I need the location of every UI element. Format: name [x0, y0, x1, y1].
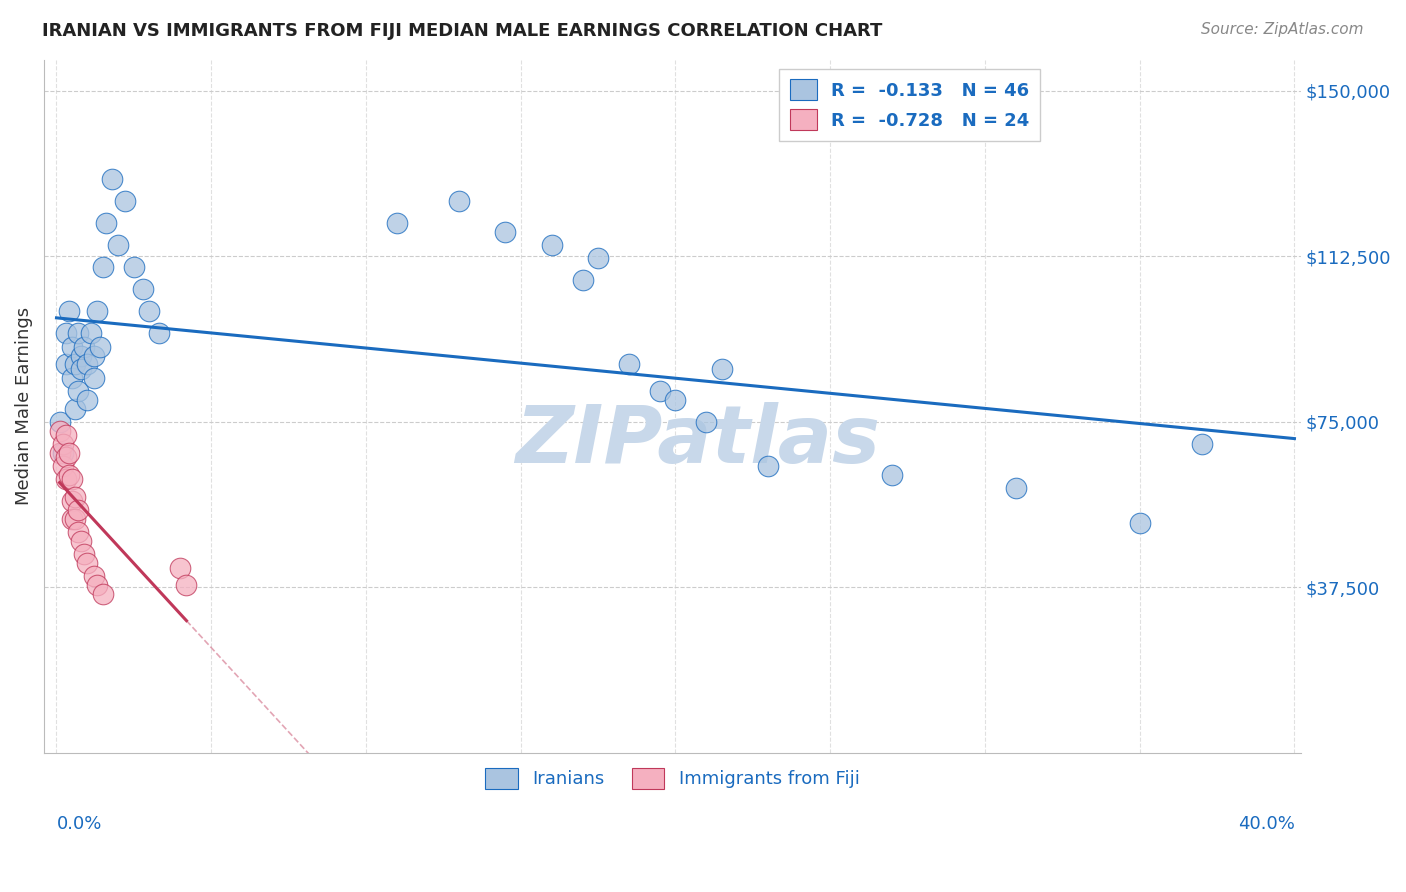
Point: [60, 512, 83, 526]
Point: [107, 238, 129, 252]
Point: [79, 326, 101, 341]
Point: [101, 172, 124, 186]
Point: [1005, 481, 1028, 495]
Point: [60, 340, 83, 354]
Point: [70, 349, 93, 363]
Point: [1129, 516, 1152, 531]
Point: [94, 216, 117, 230]
Point: [540, 238, 562, 252]
Point: [67, 384, 90, 398]
Point: [60, 370, 83, 384]
Point: [48, 424, 70, 438]
Point: [571, 273, 593, 287]
Point: [756, 458, 779, 473]
Legend: Iranians, Immigrants from Fiji: Iranians, Immigrants from Fiji: [478, 761, 866, 797]
Point: [648, 384, 671, 398]
Point: [617, 358, 640, 372]
Point: [83, 370, 105, 384]
Point: [55, 358, 77, 372]
Point: [52, 437, 75, 451]
Point: [70, 534, 93, 549]
Text: Source: ZipAtlas.com: Source: ZipAtlas.com: [1201, 22, 1364, 37]
Point: [122, 260, 145, 275]
Text: 0.0%: 0.0%: [56, 815, 101, 833]
Point: [882, 467, 904, 482]
Point: [148, 326, 170, 341]
Point: [76, 556, 98, 570]
Point: [710, 361, 733, 376]
Point: [70, 361, 93, 376]
Point: [664, 392, 686, 407]
Text: 40.0%: 40.0%: [1237, 815, 1295, 833]
Point: [73, 547, 96, 561]
Point: [385, 216, 408, 230]
Point: [176, 578, 198, 592]
Point: [48, 446, 70, 460]
Point: [91, 587, 114, 601]
Point: [55, 450, 77, 465]
Point: [83, 569, 105, 583]
Point: [494, 225, 516, 239]
Text: ZIPatlas: ZIPatlas: [515, 402, 880, 480]
Point: [55, 326, 77, 341]
Point: [83, 349, 105, 363]
Point: [67, 525, 90, 540]
Point: [114, 194, 136, 208]
Point: [67, 326, 90, 341]
Point: [63, 512, 86, 526]
Point: [67, 503, 90, 517]
Point: [132, 282, 155, 296]
Point: [55, 428, 77, 442]
Point: [60, 494, 83, 508]
Point: [60, 472, 83, 486]
Point: [86, 304, 108, 318]
Point: [52, 458, 75, 473]
Point: [58, 304, 80, 318]
Point: [73, 340, 96, 354]
Point: [76, 358, 98, 372]
Point: [63, 358, 86, 372]
Y-axis label: Median Male Earnings: Median Male Earnings: [15, 308, 32, 506]
Point: [58, 446, 80, 460]
Point: [138, 304, 160, 318]
Point: [1191, 437, 1213, 451]
Point: [447, 194, 470, 208]
Point: [55, 472, 77, 486]
Point: [52, 446, 75, 460]
Point: [63, 401, 86, 416]
Point: [89, 340, 111, 354]
Point: [86, 578, 108, 592]
Point: [695, 415, 717, 429]
Point: [169, 560, 191, 574]
Text: IRANIAN VS IMMIGRANTS FROM FIJI MEDIAN MALE EARNINGS CORRELATION CHART: IRANIAN VS IMMIGRANTS FROM FIJI MEDIAN M…: [42, 22, 883, 40]
Point: [58, 467, 80, 482]
Point: [91, 260, 114, 275]
Point: [63, 490, 86, 504]
Point: [586, 252, 609, 266]
Point: [48, 415, 70, 429]
Point: [76, 392, 98, 407]
